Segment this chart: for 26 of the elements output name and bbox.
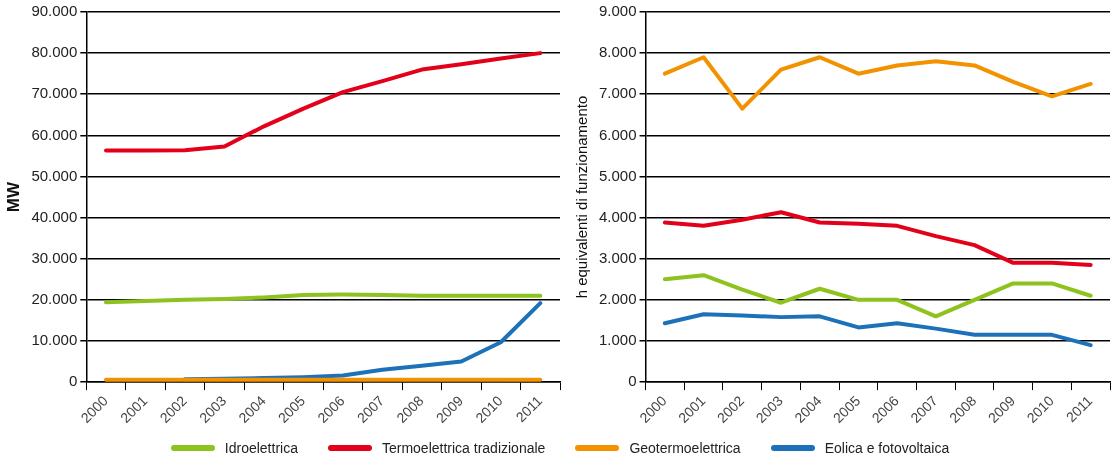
y-tick-label: 7.000 [598,84,637,102]
y-tick-label: 3.000 [598,248,637,266]
y-tick-label: 20.000 [31,289,78,307]
y-tick-label: 30.000 [31,248,78,266]
legend-label: Idroelettrica [224,440,298,456]
y-tick-label: 0 [68,372,78,390]
legend-label: Geotermoelettrica [629,440,741,456]
y-tick-label: 1.000 [598,331,637,349]
y-tick-label: 50.000 [31,166,78,184]
y-tick-label: 80.000 [31,43,78,61]
legend-label: Termoelettrica tradizionale [381,440,546,456]
y-tick-label: 8.000 [598,43,637,61]
y-tick-label: 9.000 [598,2,637,20]
legend-label: Eolica e fotovoltaica [824,440,950,456]
y-axis-title: MW [3,181,23,213]
y-axis-title: h equivalenti di funzionamento [573,95,591,299]
y-tick-label: 10.000 [31,331,78,349]
y-tick-label: 0 [628,372,637,390]
y-tick-label: 6.000 [598,125,637,143]
y-tick-label: 90.000 [31,2,78,20]
y-tick-label: 2.000 [598,289,637,307]
y-tick-label: 40.000 [31,207,78,225]
y-tick-label: 4.000 [598,207,637,225]
y-tick-label: 5.000 [598,166,637,184]
y-tick-label: 70.000 [31,84,78,102]
y-tick-label: 60.000 [31,125,78,143]
